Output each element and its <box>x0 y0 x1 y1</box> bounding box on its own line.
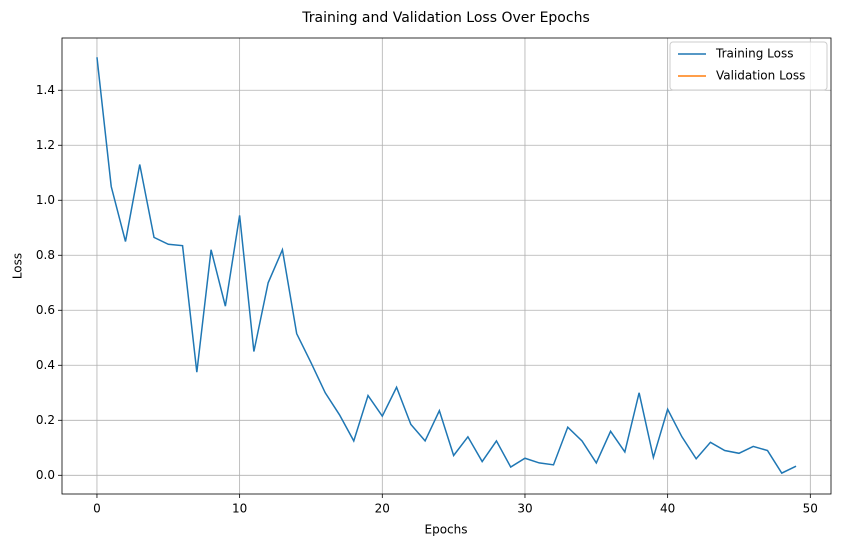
x-tick-label: 0 <box>93 502 101 516</box>
y-axis-label: Loss <box>11 253 25 279</box>
x-tick-label: 40 <box>660 502 675 516</box>
y-tick-label: 0.8 <box>36 248 55 262</box>
y-tick-label: 0.4 <box>36 358 55 372</box>
legend-label: Validation Loss <box>716 69 805 83</box>
x-tick-label: 50 <box>803 502 818 516</box>
plot-frame <box>61 37 832 495</box>
y-tick-label: 1.2 <box>36 138 55 152</box>
y-tick-label: 0.2 <box>36 413 55 427</box>
legend-box <box>669 41 828 91</box>
y-tick-label: 0.0 <box>36 468 55 482</box>
x-tick-label: 10 <box>232 502 247 516</box>
y-tick-label: 0.6 <box>36 303 55 317</box>
legend-label: Training Loss <box>715 47 793 61</box>
y-tick-label: 1.4 <box>36 83 55 97</box>
data-line <box>96 57 797 475</box>
x-axis-label: Epochs <box>425 523 468 537</box>
x-tick-label: 30 <box>517 502 532 516</box>
y-tick-label: 1.0 <box>36 193 55 207</box>
x-tick-label: 20 <box>375 502 390 516</box>
chart-title: Training and Validation Loss Over Epochs <box>301 10 590 26</box>
